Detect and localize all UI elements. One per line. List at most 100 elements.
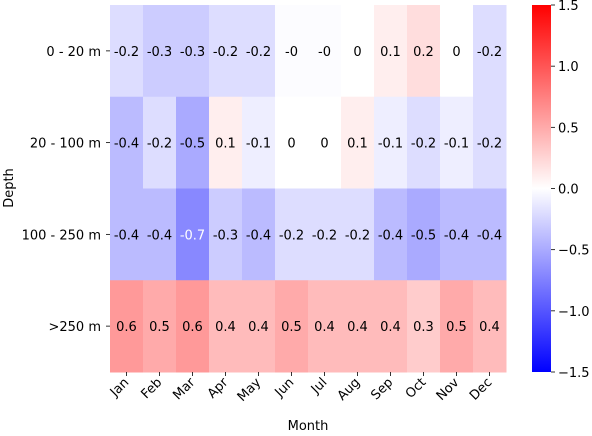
- colorbar: [532, 5, 551, 372]
- colorbar-tick-label: 0.0: [558, 183, 579, 198]
- x-tick-label: Feb: [138, 375, 165, 402]
- cell-value-label: -0.3: [147, 45, 172, 60]
- cell-value-label: -0.2: [213, 45, 238, 60]
- colorbar-tick-label: 1.0: [558, 60, 579, 75]
- heatmap-cell: [209, 280, 243, 373]
- cell-value-label: -0.2: [411, 137, 436, 152]
- y-axis-title: Depth: [2, 168, 17, 208]
- heatmap-cell: [143, 96, 177, 189]
- x-tick-label: Jan: [107, 375, 132, 400]
- cell-value-label: -0.1: [444, 137, 469, 152]
- heatmap-cell: [374, 96, 408, 189]
- heatmap-cell: [308, 188, 342, 281]
- heatmap-cell: [407, 96, 441, 189]
- cell-value-label: 0.5: [149, 320, 170, 335]
- cell-value-label: -0.2: [279, 228, 304, 243]
- heatmap-cell: [209, 96, 243, 189]
- heatmap-cell: [407, 188, 441, 281]
- heatmap-cell: [275, 280, 309, 373]
- cell-value-label: -0.4: [477, 228, 502, 243]
- x-tick-label: Dec: [467, 375, 495, 403]
- x-tick-label: Sep: [368, 375, 396, 403]
- cell-value-label: -0.4: [378, 228, 403, 243]
- heatmap-cell: [341, 280, 375, 373]
- cell-value-label: 0: [287, 137, 295, 152]
- cell-value-label: -0: [285, 45, 298, 60]
- cell-value-label: -0: [318, 45, 331, 60]
- cell-value-label: -0.4: [444, 228, 469, 243]
- heatmap-cell: [341, 96, 375, 189]
- cell-value-label: 0.4: [314, 320, 335, 335]
- heatmap-cell: [473, 188, 507, 281]
- cell-value-label: 0.3: [413, 320, 434, 335]
- heatmap-cell: [110, 96, 144, 189]
- cell-value-label: -0.5: [180, 137, 205, 152]
- heatmap-cell: [308, 96, 342, 189]
- cell-value-label: 0.5: [446, 320, 467, 335]
- cell-value-label: -0.1: [246, 137, 271, 152]
- x-tick-label: Apr: [205, 375, 232, 402]
- y-tick-label: 20 - 100 m: [30, 137, 101, 152]
- cell-value-label: -0.2: [246, 45, 271, 60]
- heatmap-cell: [473, 5, 507, 98]
- heatmap-cell: [176, 5, 210, 98]
- heatmap-cell: [374, 280, 408, 373]
- cell-value-label: -0.2: [312, 228, 337, 243]
- cell-value-label: 0.1: [380, 45, 401, 60]
- cell-value-label: 0.6: [116, 320, 137, 335]
- cell-value-label: 0.4: [380, 320, 401, 335]
- heatmap-cell: [308, 5, 342, 98]
- cell-value-label: -0.2: [114, 45, 139, 60]
- x-tick-label: Nov: [434, 375, 463, 404]
- heatmap-cell: [110, 280, 144, 373]
- y-tick-label: 0 - 20 m: [46, 45, 101, 60]
- cell-value-label: 0.1: [347, 137, 368, 152]
- heatmap-cell: [440, 280, 474, 373]
- x-tick-label: Jun: [272, 375, 298, 401]
- x-axis-ticks: Jan Feb Mar Apr May Jun Jul Aug Sep Oct Nov Dec: [107, 372, 495, 405]
- heatmap-cell: [209, 5, 243, 98]
- heatmap-cells: [110, 5, 507, 373]
- heatmap-cell: [242, 96, 276, 189]
- cell-value-label: 0.4: [479, 320, 500, 335]
- heatmap-cell: [308, 280, 342, 373]
- cell-value-label: 0.4: [215, 320, 236, 335]
- heatmap-cell: [143, 280, 177, 373]
- colorbar-tick-label: 1.5: [558, 0, 579, 14]
- heatmap-cell: [209, 188, 243, 281]
- heatmap-cell: [275, 5, 309, 98]
- y-tick-label: >250 m: [48, 320, 101, 335]
- cell-value-label: 0: [320, 137, 328, 152]
- cell-value-label: -0.3: [213, 228, 238, 243]
- heatmap-cell: [341, 188, 375, 281]
- heatmap-cell: [440, 188, 474, 281]
- cell-value-label: 0.4: [347, 320, 368, 335]
- colorbar-tick-label: 0.5: [558, 121, 579, 136]
- heatmap-cell: [242, 280, 276, 373]
- heatmap-cell: [176, 280, 210, 373]
- y-axis-ticks: 0 - 20 m 20 - 100 m 100 - 250 m >250 m: [22, 45, 110, 335]
- cell-value-label: -0.4: [246, 228, 271, 243]
- cell-value-label: 0: [452, 45, 460, 60]
- heatmap-cell: [341, 5, 375, 98]
- cell-value-label: -0.4: [114, 137, 139, 152]
- colorbar-tick-label: −1.5: [558, 366, 590, 381]
- colorbar-ticks: 1.5 1.0 0.5 0.0 −0.5 −1.0 −1.5: [551, 0, 590, 381]
- cell-value-label: 0.2: [413, 45, 434, 60]
- heatmap-cell: [242, 5, 276, 98]
- heatmap-cell: [143, 5, 177, 98]
- cell-value-label: 0.5: [281, 320, 302, 335]
- cell-value-label: -0.3: [180, 45, 205, 60]
- heatmap-cell: [143, 188, 177, 281]
- heatmap-cell: [407, 280, 441, 373]
- cell-value-label: 0.1: [215, 137, 236, 152]
- cell-value-label: -0.2: [477, 137, 502, 152]
- heatmap-cell: [440, 96, 474, 189]
- colorbar-tick-label: −0.5: [558, 244, 590, 259]
- x-tick-label: Mar: [170, 375, 198, 403]
- heatmap-cell: [275, 188, 309, 281]
- y-tick-label: 100 - 250 m: [22, 228, 101, 243]
- x-tick-label: Aug: [335, 375, 364, 404]
- cell-value-label: -0.2: [147, 137, 172, 152]
